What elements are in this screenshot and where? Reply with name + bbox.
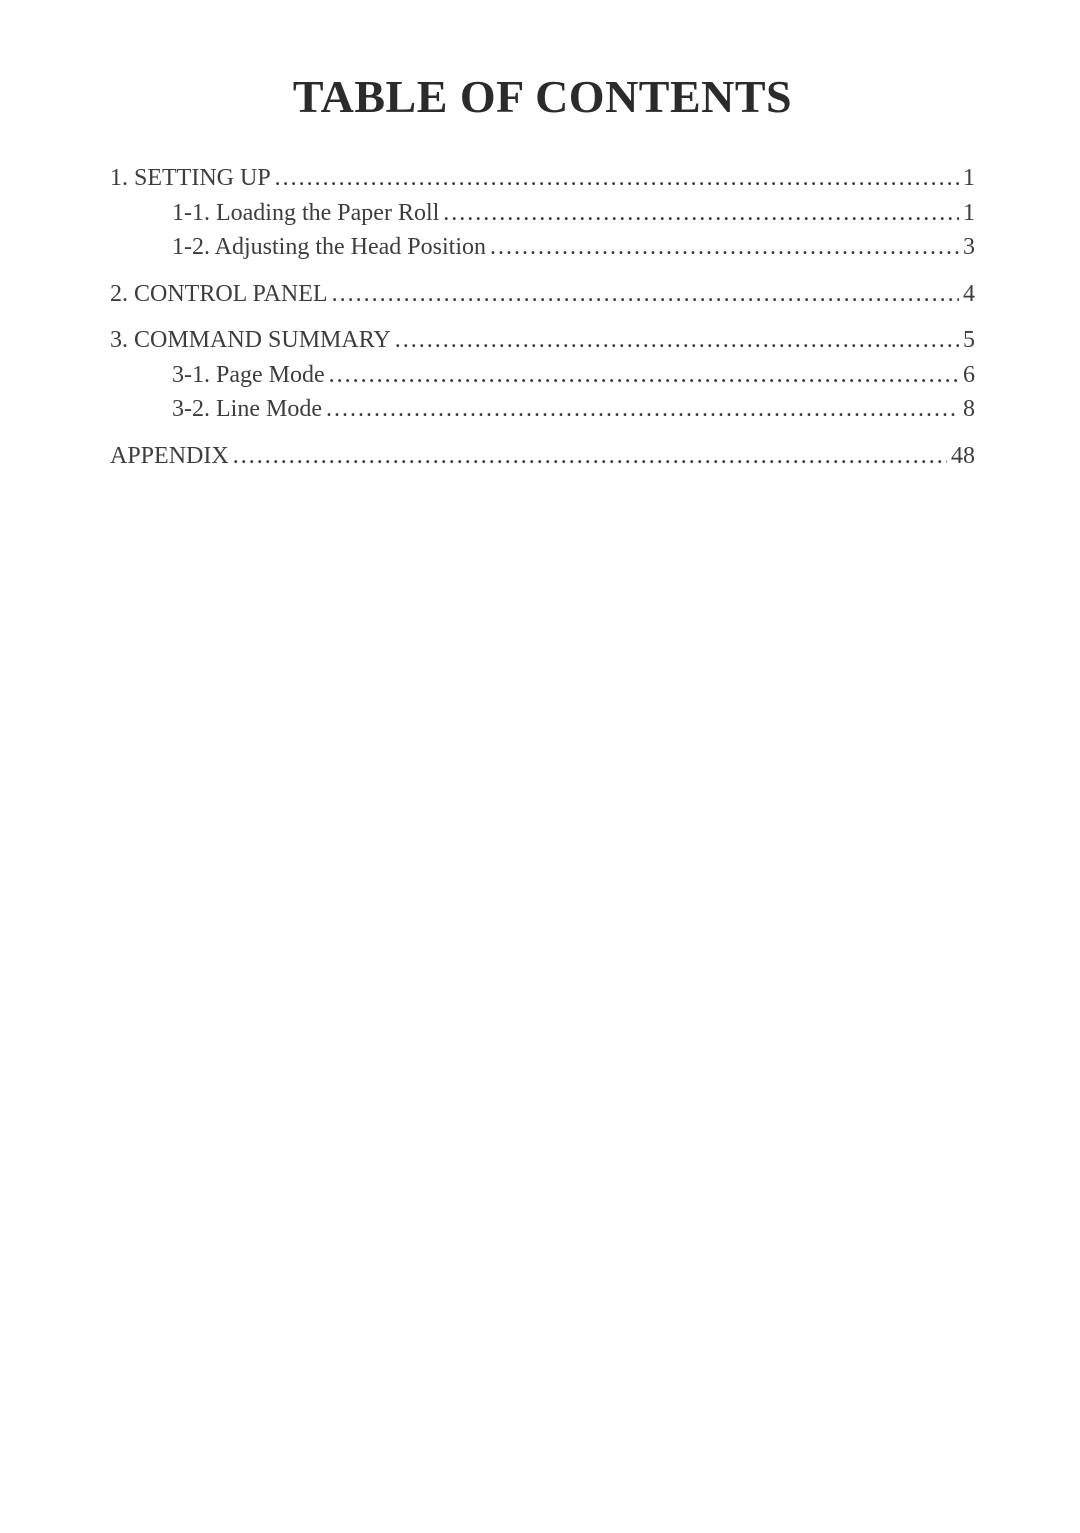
page-title: TABLE OF CONTENTS — [110, 70, 975, 123]
section-gap — [110, 311, 975, 323]
dot-leader: ........................................… — [490, 230, 959, 265]
toc-entry: 1-1. Loading the Paper Roll ............… — [172, 196, 975, 231]
dot-leader: ........................................… — [326, 392, 959, 427]
toc-label: 1-1. Loading the Paper Roll — [172, 196, 439, 231]
toc-entry: APPENDIX ...............................… — [110, 439, 975, 474]
dot-leader: ........................................… — [275, 161, 959, 196]
toc-page-number: 4 — [963, 277, 975, 312]
dot-leader: ........................................… — [233, 439, 947, 474]
toc-page-number: 48 — [951, 439, 975, 474]
toc-entry: 3. COMMAND SUMMARY .....................… — [110, 323, 975, 358]
toc-label: 1-2. Adjusting the Head Position — [172, 230, 486, 265]
dot-leader: ........................................… — [443, 196, 959, 231]
toc-entry: 3-1. Page Mode .........................… — [172, 358, 975, 393]
toc-page-number: 3 — [963, 230, 975, 265]
table-of-contents: 1. SETTING UP ..........................… — [110, 161, 975, 473]
toc-label: 2. CONTROL PANEL — [110, 277, 328, 312]
toc-entry: 3-2. Line Mode .........................… — [172, 392, 975, 427]
toc-page-number: 5 — [963, 323, 975, 358]
dot-leader: ........................................… — [332, 277, 959, 312]
toc-label: 3-2. Line Mode — [172, 392, 322, 427]
section-gap — [110, 427, 975, 439]
toc-label: 1. SETTING UP — [110, 161, 271, 196]
toc-entry: 1-2. Adjusting the Head Position .......… — [172, 230, 975, 265]
dot-leader: ........................................… — [329, 358, 959, 393]
toc-label: APPENDIX — [110, 439, 229, 474]
toc-label: 3. COMMAND SUMMARY — [110, 323, 391, 358]
section-gap — [110, 265, 975, 277]
toc-page-number: 8 — [963, 392, 975, 427]
toc-page-number: 6 — [963, 358, 975, 393]
toc-entry: 1. SETTING UP ..........................… — [110, 161, 975, 196]
toc-page-number: 1 — [963, 161, 975, 196]
toc-entry: 2. CONTROL PANEL .......................… — [110, 277, 975, 312]
document-page: TABLE OF CONTENTS 1. SETTING UP ........… — [0, 0, 1080, 1533]
toc-page-number: 1 — [963, 196, 975, 231]
toc-label: 3-1. Page Mode — [172, 358, 325, 393]
dot-leader: ........................................… — [395, 323, 959, 358]
